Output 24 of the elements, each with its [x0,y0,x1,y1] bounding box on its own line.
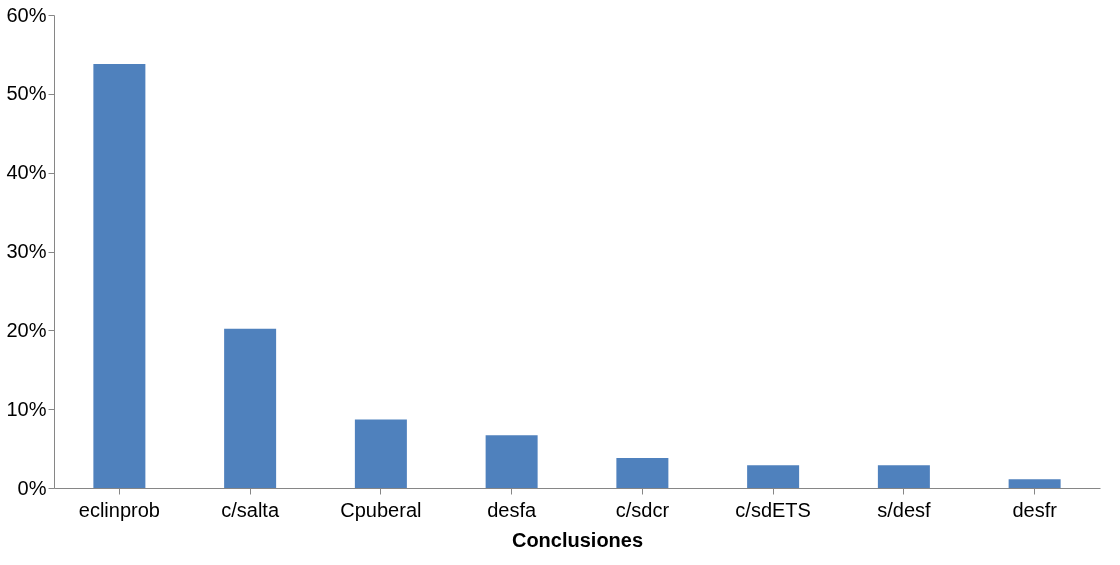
bar [616,458,669,488]
x-tick-label: eclinprob [78,498,160,521]
y-tick-label: 20% [6,318,47,341]
x-tick-label: c/sdETS [735,498,811,521]
x-tick-label: c/salta [221,498,280,521]
x-tick-label: c/sdcr [615,498,670,521]
x-tick-label: Cpuberal [340,498,422,521]
bar [485,435,538,488]
bar [224,328,277,488]
bar [877,465,930,488]
y-tick-label: 50% [6,82,47,105]
x-tick-label: s/desf [877,498,931,521]
y-tick-label: 40% [6,161,47,184]
x-tick-label: desfa [487,498,537,521]
y-tick-label: 0% [17,476,47,499]
bar [354,419,407,488]
bar [1008,479,1061,488]
bar [93,63,146,488]
y-tick-label: 30% [6,240,47,262]
x-axis-title: Conclusiones [511,528,644,551]
y-tick-label: 10% [6,397,47,420]
bar [747,465,800,488]
y-tick-label: 60% [6,3,47,26]
x-tick-label: desfr [1012,498,1058,521]
